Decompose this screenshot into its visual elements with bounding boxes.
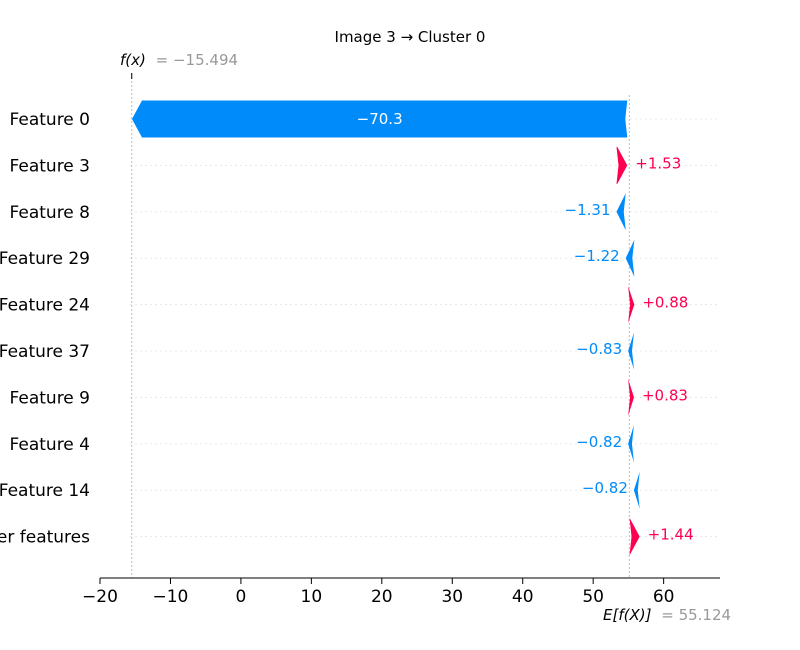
value-label: +0.88 (642, 294, 688, 312)
feature-label: Feature 24 (0, 296, 90, 316)
bar-other-features (629, 518, 640, 556)
feature-label: Feature 8 (10, 203, 90, 223)
fx-annotation: f(x) = −15.494 (120, 51, 238, 69)
bar-feature-29 (625, 239, 635, 277)
ex-label: E[f(X)] (603, 606, 652, 624)
bar-feature-14 (633, 471, 640, 509)
bars: −70.3 +1.53 −1.31 −1.22 +0.88 −0.83 +0.83 −0.82… (131, 100, 694, 556)
bar-feature-9 (628, 378, 634, 416)
x-tick-label: −20 (82, 587, 118, 607)
value-label: −0.82 (582, 479, 628, 497)
x-tick-label: 20 (371, 587, 393, 607)
bar-feature-8 (616, 193, 626, 231)
x-axis: −20 −10 0 10 20 30 40 50 60 (82, 577, 720, 607)
chart-title: Image 3 → Cluster 0 (335, 28, 486, 46)
x-tick-label: 0 (235, 587, 246, 607)
bar-feature-0 (131, 100, 628, 138)
feature-labels: Feature 0 Feature 3 Feature 8 Feature 29 Fea… (0, 110, 90, 548)
feature-label: Feature 3 (10, 156, 90, 176)
value-label: −0.83 (576, 340, 622, 358)
feature-label: Feature 14 (0, 481, 90, 501)
x-tick-label: −10 (153, 587, 189, 607)
x-tick-label: 40 (512, 587, 534, 607)
bar-feature-4 (628, 425, 634, 463)
feature-label: Feature 37 (0, 342, 90, 362)
x-tick-label: 60 (653, 587, 675, 607)
feature-label: Feature 4 (10, 435, 90, 455)
ex-value: = 55.124 (661, 606, 731, 624)
x-tick-label: 30 (441, 587, 463, 607)
fx-label: f(x) (120, 51, 146, 69)
value-label: +1.53 (635, 154, 681, 172)
value-label: −0.82 (576, 433, 622, 451)
ex-annotation: E[f(X)] = 55.124 (603, 606, 731, 624)
value-label: −70.3 (357, 110, 403, 128)
value-label: −1.22 (574, 247, 620, 265)
feature-label: other features (0, 528, 90, 548)
feature-label: Feature 9 (10, 388, 90, 408)
bar-feature-24 (628, 286, 635, 324)
x-tick-label: 50 (582, 587, 604, 607)
value-label: +0.83 (642, 386, 688, 404)
bar-feature-37 (628, 332, 634, 370)
row-gridlines (130, 118, 720, 538)
value-label: −1.31 (565, 201, 611, 219)
feature-label: Feature 29 (0, 249, 90, 269)
feature-label: Feature 0 (10, 110, 90, 130)
value-label: +1.44 (648, 526, 694, 544)
reference-lines (131, 73, 630, 578)
fx-value: = −15.494 (156, 51, 238, 69)
bar-feature-3 (616, 146, 628, 184)
x-tick-label: 10 (301, 587, 323, 607)
